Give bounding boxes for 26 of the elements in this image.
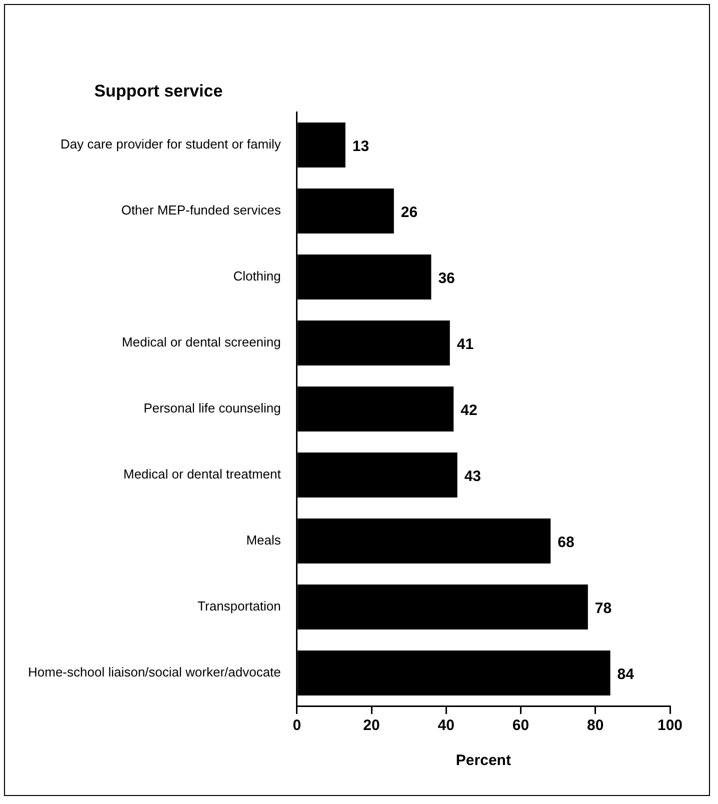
y-tick-label: Meals (246, 532, 282, 548)
y-tick-label: Home-school liaison/social worker/advocate (28, 664, 281, 680)
y-tick-label: Day care provider for student or family (60, 136, 282, 152)
x-tick-label: 100 (657, 717, 683, 734)
data-label: 26 (400, 204, 418, 222)
y-tick-label: Medical or dental screening (122, 334, 281, 350)
x-tick-label: 20 (363, 717, 380, 734)
x-tick-label: 60 (512, 717, 530, 734)
x-tick-label: 40 (438, 717, 454, 734)
data-label: 42 (460, 402, 478, 420)
text: Support service (94, 82, 223, 101)
y-tick-label: Other MEP-funded services (121, 202, 282, 218)
data-label: 36 (438, 270, 455, 288)
x-tick-label: 0 (292, 717, 302, 734)
x-axis-title: Percent (456, 752, 511, 770)
data-label: 41 (456, 336, 474, 354)
y-tick-label: Personal life counseling (144, 400, 281, 416)
data-label: 13 (352, 138, 370, 156)
x-tick-label: 80 (587, 717, 604, 734)
data-label: 78 (594, 600, 612, 618)
y-tick-label: Medical or dental treatment (123, 466, 282, 482)
y-tick-label: Clothing (233, 268, 281, 284)
data-label: 68 (558, 534, 574, 552)
data-label: 84 (617, 666, 635, 684)
data-label: 43 (464, 468, 482, 486)
y-tick-label: Transportation (198, 598, 281, 614)
